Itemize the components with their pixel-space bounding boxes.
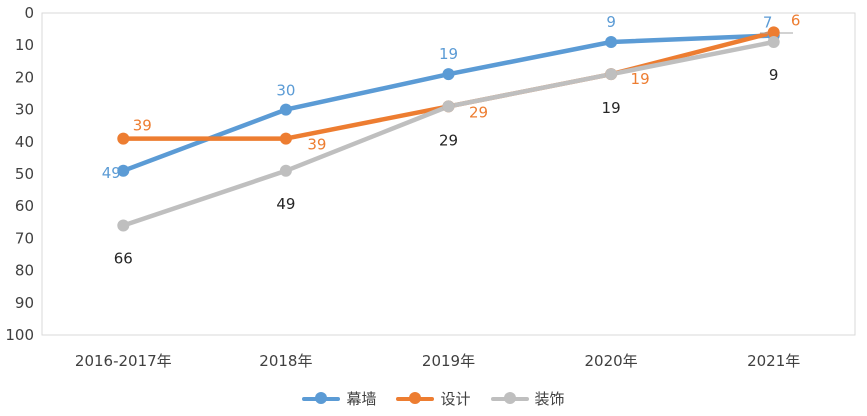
data-label: 9	[769, 66, 779, 84]
legend-swatch-design	[396, 391, 435, 404]
legend-label-curtain-wall: 幕墙	[346, 390, 377, 408]
data-point-marker	[442, 100, 455, 113]
data-label: 39	[133, 117, 152, 135]
data-label: 19	[631, 70, 650, 88]
y-tick-label: 90	[15, 294, 34, 312]
data-label: 9	[606, 13, 616, 31]
x-tick-label: 2019年	[422, 352, 475, 370]
y-tick-label: 80	[15, 262, 34, 280]
data-label: 66	[114, 250, 133, 268]
data-point-marker	[279, 103, 292, 116]
x-tick-label: 2020年	[585, 352, 638, 370]
data-point-marker	[117, 132, 130, 145]
data-label: 6	[791, 11, 801, 29]
data-point-marker	[605, 68, 618, 81]
plot-area-frame	[41, 12, 856, 336]
data-point-marker	[117, 164, 130, 177]
legend-item-decoration: 装饰	[490, 388, 565, 409]
legend: 幕墙 设计 装饰	[0, 388, 867, 409]
legend-swatch-decoration	[490, 391, 529, 404]
y-tick-label: 60	[15, 197, 34, 215]
y-tick-label: 10	[15, 36, 34, 54]
legend-swatch-curtain-wall	[302, 391, 341, 404]
data-point-marker	[442, 68, 455, 81]
legend-label-design: 设计	[440, 390, 471, 408]
y-tick-label: 30	[15, 101, 34, 119]
data-label: 49	[276, 195, 295, 213]
data-label: 29	[469, 103, 488, 121]
data-label: 19	[439, 45, 458, 63]
legend-item-curtain-wall: 幕墙	[302, 388, 376, 409]
data-point-marker	[767, 35, 780, 48]
x-tick-label: 2016-2017年	[75, 352, 172, 370]
data-point-marker	[279, 164, 292, 177]
x-tick-label: 2018年	[259, 352, 312, 370]
y-tick-label: 40	[15, 133, 34, 151]
data-label: 29	[439, 131, 458, 149]
legend-label-decoration: 装饰	[534, 390, 565, 408]
data-point-marker	[605, 35, 618, 48]
x-tick-label: 2021年	[747, 352, 800, 370]
data-point-marker	[767, 26, 780, 39]
data-point-marker	[279, 132, 292, 145]
y-tick-label: 0	[24, 4, 34, 22]
y-tick-label: 100	[5, 326, 34, 344]
data-label: 49	[102, 164, 121, 182]
y-tick-label: 50	[15, 165, 34, 183]
data-label: 7	[763, 14, 773, 32]
data-label: 19	[602, 99, 621, 117]
data-point-marker	[117, 219, 130, 232]
y-tick-label: 70	[15, 229, 34, 247]
data-label: 30	[276, 82, 295, 100]
legend-item-design: 设计	[396, 388, 471, 409]
data-label: 39	[307, 136, 326, 154]
y-tick-label: 20	[15, 68, 34, 86]
